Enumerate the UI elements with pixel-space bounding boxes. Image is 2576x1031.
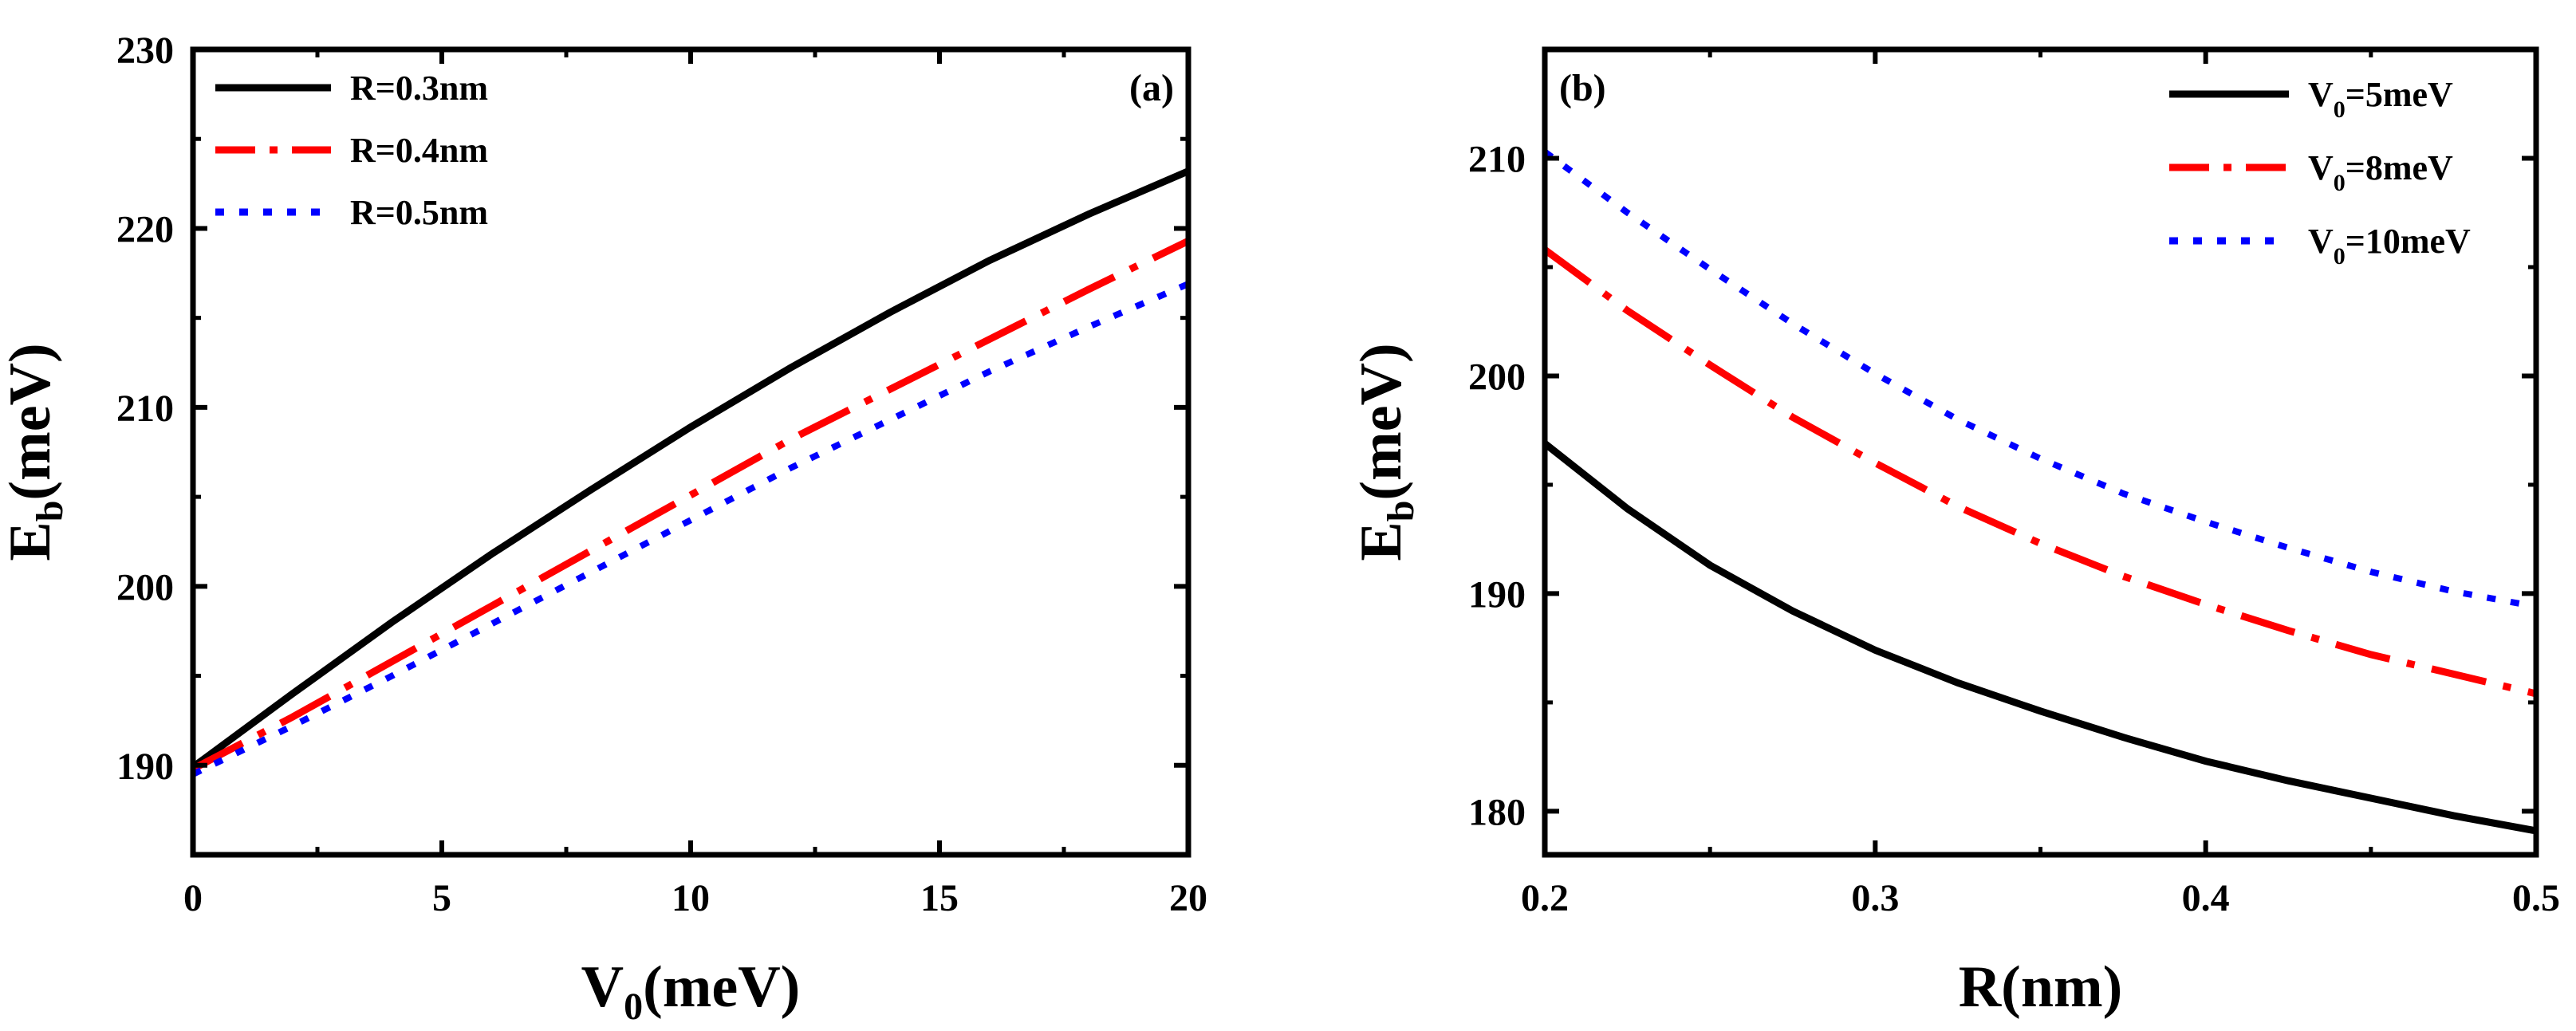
x-tick-label: 0.3 [1851,877,1899,919]
x-tick-label: 15 [920,877,959,919]
y-axis-label: Eb(meV) [0,343,71,561]
y-tick-label: 210 [116,388,174,430]
y-tick-label: 190 [1468,573,1526,616]
legend-label: V0=8meV [2308,148,2453,196]
legend-label: V0=10meV [2308,222,2471,270]
legend-label: R=0.3nm [350,69,488,108]
plot-frame [190,46,1191,858]
series-line-r-0-4nm [193,238,1188,773]
y-tick-label: 200 [116,566,174,608]
x-tick-label: 0 [183,877,203,919]
legend-label: R=0.5nm [350,193,488,232]
legend-label: V0=5meV [2308,75,2453,123]
series-line-v0-5mev [1545,440,2536,835]
chart-panel-a: 0 5 10 15 20 190 200 210 220 230 V0(meV) Eb(meV) (a)… [0,30,1207,1028]
y-tick-label: 220 [116,208,174,250]
legend-label: R=0.4nm [350,131,488,170]
y-axis-label: Eb(meV) [1349,343,1422,561]
y-tick-label: 190 [116,746,174,788]
chart-panel-b: 0.2 0.3 0.4 0.5 180 190 200 210 R(nm) Eb(meV) (b) V… [1349,46,2560,1020]
x-tick-label: 0.5 [2512,877,2560,919]
legend: V0=5meV V0=8meV V0=10meV [2169,75,2471,270]
x-tick-label: 0.2 [1521,877,1569,919]
y-tick-label: 200 [1468,356,1526,398]
x-tick-label: 20 [1169,877,1207,919]
y-tick-label: 230 [116,30,174,72]
y-tick-label: 210 [1468,138,1526,180]
series-line-r-0-3nm [193,167,1188,770]
x-axis-label: R(nm) [1959,954,2123,1020]
x-tick-label: 5 [432,877,451,919]
x-tick-label: 0.4 [2182,877,2230,919]
series-line-v0-10mev [1545,149,2536,610]
series-line-r-0-5nm [193,281,1188,777]
y-tick-label: 180 [1468,791,1526,833]
x-tick-label: 10 [672,877,710,919]
series-line-v0-8mev [1545,246,2536,698]
panel-label: (a) [1129,67,1174,109]
x-axis-label: V0(meV) [581,954,801,1028]
legend: R=0.3nm R=0.4nm R=0.5nm [215,69,488,232]
panel-label: (b) [1559,67,1606,109]
